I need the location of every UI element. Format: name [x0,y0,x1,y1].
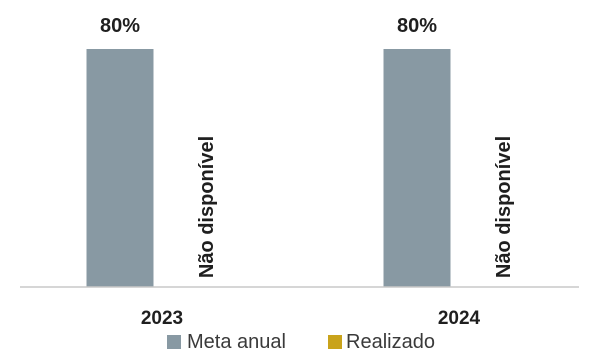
legend-label-realizado: Realizado [346,331,435,352]
x-tick-label-2023: 2023 [141,308,183,329]
labels-layer: 80% Não disponível 2023 80% Não disponível 20… [100,15,515,329]
legend-swatch-realizado [328,335,342,349]
data-label-realizado-2023: Não disponível [196,136,218,278]
legend-label-meta-anual: Meta anual [187,331,286,352]
data-label-meta-2024: 80% [397,15,437,37]
x-tick-label-2024: 2024 [438,308,481,329]
bar-meta-anual-2023 [86,49,154,287]
legend-swatch-meta-anual [167,335,181,349]
bars-layer [86,49,451,287]
data-label-meta-2023: 80% [100,15,140,37]
bar-meta-anual-2024 [383,49,451,287]
legend: Meta anual Realizado [167,331,435,353]
data-label-realizado-2024: Não disponível [493,136,515,278]
